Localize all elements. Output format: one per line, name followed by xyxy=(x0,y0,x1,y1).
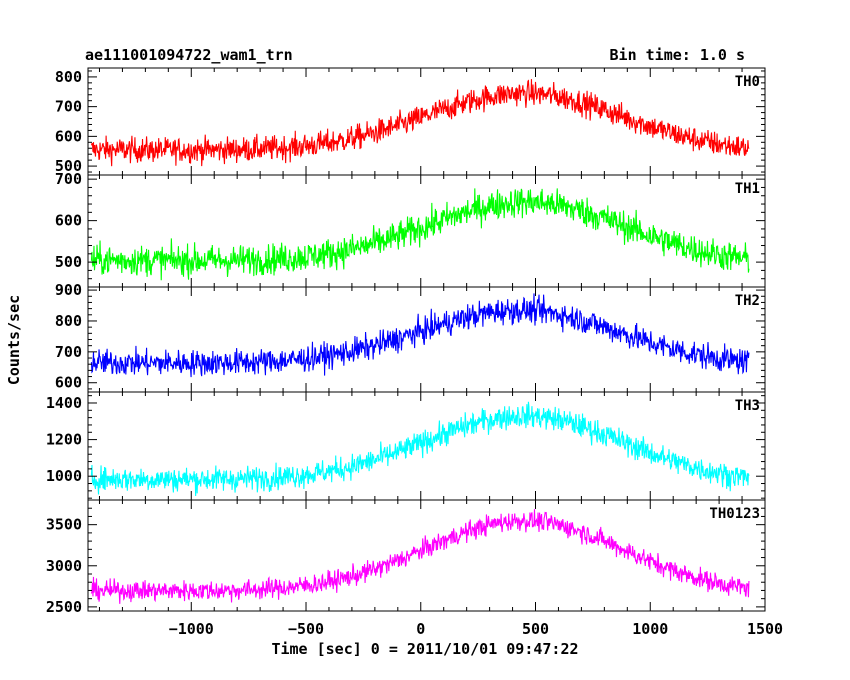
series-line-th3 xyxy=(90,401,750,496)
x-tick-label: 0 xyxy=(416,620,425,638)
channel-label: TH0123 xyxy=(709,506,760,522)
series-line-th2 xyxy=(90,293,750,378)
channel-label: TH3 xyxy=(735,398,760,414)
x-tick-label: −1000 xyxy=(169,620,214,638)
panel-th2: 600 700 800 900 TH2 xyxy=(55,281,766,393)
y-tick-label: 800 xyxy=(55,68,82,86)
y-tick-label: 1200 xyxy=(46,431,82,449)
x-axis-group: −1000 −500 0 500 1000 1500 xyxy=(169,620,783,638)
y-tick-label: 500 xyxy=(55,157,82,175)
y-tick-label: 900 xyxy=(55,281,82,299)
panel-frame xyxy=(87,499,766,612)
x-axis-label: Time [sec] 0 = 2011/10/01 09:47:22 xyxy=(271,640,578,658)
y-tick-label: 700 xyxy=(55,98,82,116)
y-tick-label: 1000 xyxy=(46,467,82,485)
panel-th1: 500 600 700 TH1 xyxy=(55,170,766,288)
channel-label: TH2 xyxy=(735,293,760,309)
y-axis-label: Counts/sec xyxy=(5,295,23,385)
panel-th3: 1000 1200 1400 TH3 xyxy=(46,391,766,501)
series-line-th1 xyxy=(90,188,750,281)
y-tick-label: 1400 xyxy=(46,394,82,412)
y-tick-label: 600 xyxy=(55,127,82,145)
channel-label: TH0 xyxy=(735,74,760,90)
y-tick-label: 700 xyxy=(55,343,82,361)
channel-label: TH1 xyxy=(735,181,760,197)
y-tick-label: 700 xyxy=(55,170,82,188)
bin-time-label: Bin time: 1.0 s xyxy=(610,46,745,64)
y-tick-label: 3500 xyxy=(46,516,82,534)
panel-th0123: 2500 3000 3500 TH0123 xyxy=(46,499,766,616)
x-tick-label: −500 xyxy=(288,620,324,638)
x-tick-label: 1000 xyxy=(632,620,668,638)
y-tick-label: 800 xyxy=(55,312,82,330)
chart-title: ae111001094722_wam1_trn xyxy=(85,46,293,64)
y-tick-label: 500 xyxy=(55,253,82,271)
y-tick-label: 600 xyxy=(55,374,82,392)
y-tick-label: 2500 xyxy=(46,598,82,616)
x-tick-label: 500 xyxy=(522,620,549,638)
series-line-th0 xyxy=(90,79,750,167)
x-tick-label: 1500 xyxy=(747,620,783,638)
y-tick-label: 600 xyxy=(55,212,82,230)
panels-group: 500 600 700 800 TH0 500 600 700 TH1 600 700 800 900 T… xyxy=(46,67,766,616)
series-line-th0123 xyxy=(90,509,750,604)
y-tick-label: 3000 xyxy=(46,557,82,575)
panel-th0: 500 600 700 800 TH0 xyxy=(55,67,766,176)
